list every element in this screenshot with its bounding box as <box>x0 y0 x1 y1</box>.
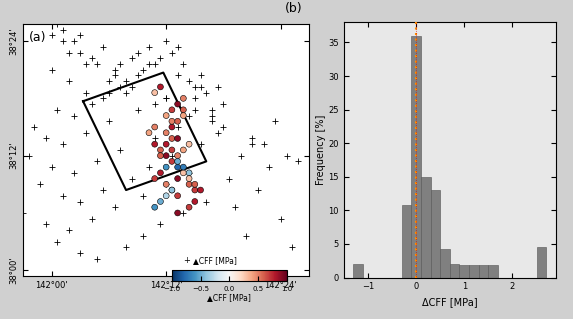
Point <box>162 182 171 187</box>
Point <box>167 136 176 141</box>
Point <box>185 182 194 187</box>
Point <box>173 101 182 107</box>
Point <box>144 130 154 135</box>
Bar <box>440 249 450 278</box>
Point <box>167 159 176 164</box>
Text: (a): (a) <box>29 32 46 44</box>
X-axis label: ▲CFF [MPa]: ▲CFF [MPa] <box>207 293 251 302</box>
Point <box>173 165 182 170</box>
Point <box>173 193 182 198</box>
X-axis label: ΔCFF [MPa]: ΔCFF [MPa] <box>422 297 478 307</box>
Point <box>150 205 159 210</box>
Point <box>156 84 165 89</box>
Point <box>162 193 171 198</box>
Bar <box>536 247 546 278</box>
Y-axis label: Frequency [%]: Frequency [%] <box>316 115 325 185</box>
Point <box>173 119 182 124</box>
Point <box>162 130 171 135</box>
Bar <box>450 264 460 278</box>
Point <box>179 170 188 175</box>
Point <box>156 153 165 158</box>
Point <box>162 142 171 147</box>
Point <box>185 142 194 147</box>
Point <box>150 90 159 95</box>
Point <box>196 188 205 193</box>
Point <box>150 142 159 147</box>
Text: (b): (b) <box>284 2 302 15</box>
Bar <box>430 190 440 278</box>
Point <box>179 147 188 152</box>
Point <box>179 113 188 118</box>
Bar <box>354 264 363 278</box>
Point <box>190 188 199 193</box>
Text: +: + <box>184 256 190 265</box>
Point <box>167 124 176 130</box>
Point <box>162 165 171 170</box>
Point <box>190 199 199 204</box>
Point <box>179 165 188 170</box>
Point <box>167 119 176 124</box>
Point <box>162 153 171 158</box>
Point <box>173 153 182 158</box>
Point <box>185 205 194 210</box>
Point <box>156 147 165 152</box>
Point <box>173 159 182 164</box>
Point <box>179 107 188 112</box>
Point <box>167 188 176 193</box>
Point <box>150 176 159 181</box>
Point <box>185 170 194 175</box>
Point <box>150 124 159 130</box>
Point <box>190 182 199 187</box>
Point <box>167 107 176 112</box>
Bar <box>488 265 498 278</box>
Point <box>179 96 188 101</box>
Point <box>173 176 182 181</box>
Point <box>156 199 165 204</box>
Point <box>156 170 165 175</box>
Point <box>167 188 176 193</box>
Point <box>173 136 182 141</box>
Point <box>162 113 171 118</box>
Bar <box>402 205 411 278</box>
Point <box>167 147 176 152</box>
Bar <box>411 36 421 278</box>
Bar <box>421 177 430 278</box>
Bar <box>469 265 478 278</box>
Bar <box>460 265 469 278</box>
Bar <box>478 265 488 278</box>
Point <box>185 176 194 181</box>
Text: ▲CFF [MPa]: ▲CFF [MPa] <box>193 256 237 265</box>
Point <box>173 211 182 216</box>
